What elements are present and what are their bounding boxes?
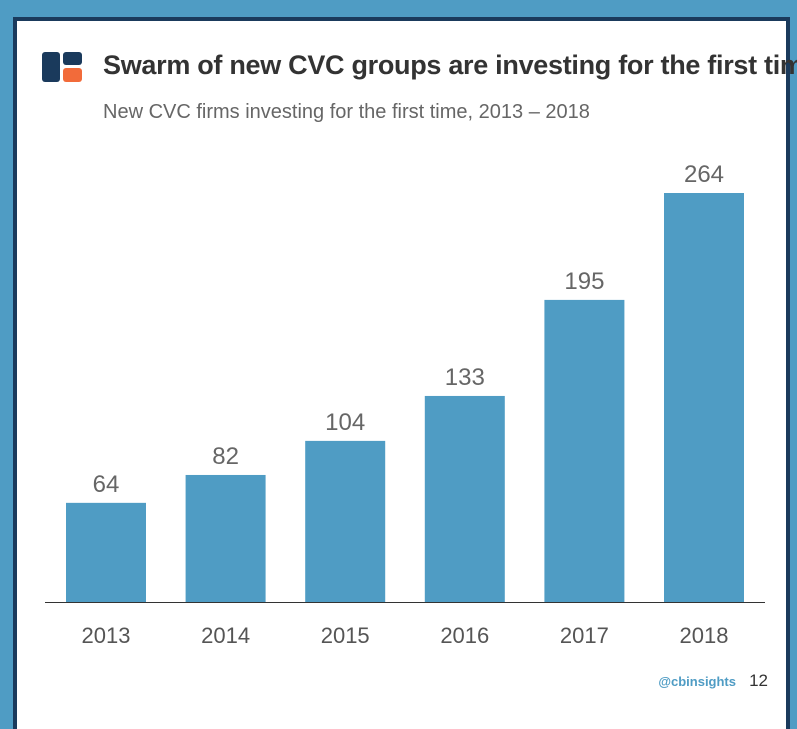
- bar-2018: [664, 193, 744, 602]
- bar-2014: [185, 474, 266, 602]
- slide-panel: Swarm of new CVC groups are investing fo…: [13, 17, 797, 729]
- data-label-2015: 104: [325, 409, 365, 436]
- x-tick-label-2014: 2014: [201, 623, 250, 648]
- data-label-2018: 264: [684, 161, 724, 188]
- data-label-2017: 195: [564, 268, 604, 295]
- cbinsights-handle: @cbinsights: [658, 674, 736, 689]
- chart-title: Swarm of new CVC groups are investing fo…: [103, 50, 797, 80]
- x-tick-label-2013: 2013: [82, 623, 131, 648]
- chart-subtitle: New CVC firms investing for the first ti…: [103, 101, 590, 123]
- page-number: 12: [749, 671, 768, 690]
- data-label-2016: 133: [445, 364, 485, 391]
- x-tick-label-2015: 2015: [321, 623, 370, 648]
- bar-2017: [544, 299, 625, 602]
- bar-2015: [305, 440, 386, 602]
- x-tick-label-2016: 2016: [440, 623, 489, 648]
- data-label-2014: 82: [212, 443, 239, 470]
- x-tick-label-2018: 2018: [680, 623, 729, 648]
- data-label-2013: 64: [93, 471, 120, 498]
- cb-insights-logo-icon: [42, 52, 82, 82]
- x-tick-label-2017: 2017: [560, 623, 609, 648]
- bar-2016: [424, 395, 505, 602]
- bar-2013: [66, 502, 146, 602]
